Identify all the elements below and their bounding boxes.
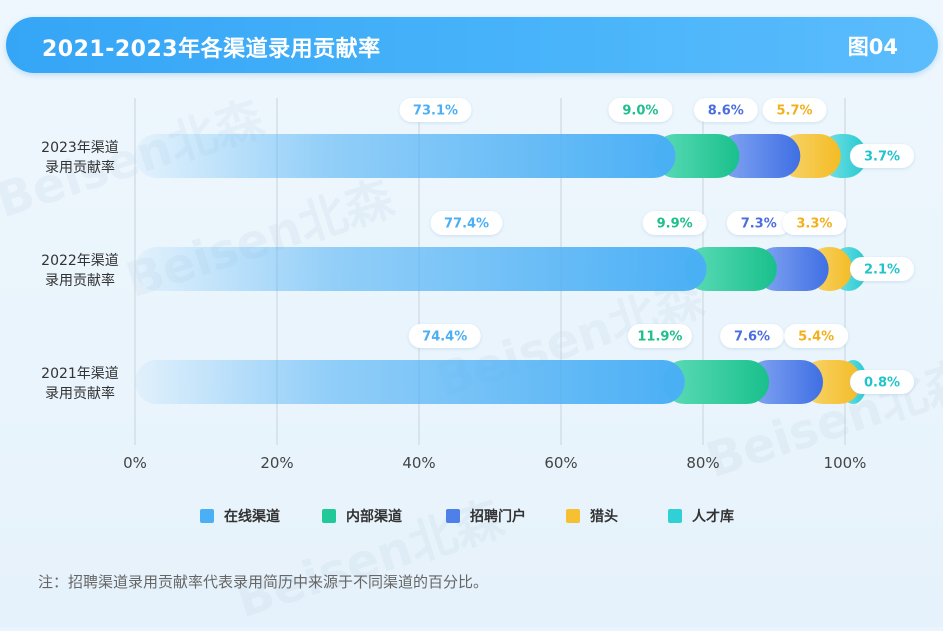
- data-label-pill: [430, 211, 503, 235]
- x-tick-label: 60%: [544, 454, 577, 472]
- legend-label: 人才库: [692, 509, 734, 525]
- chart-legend: 在线渠道 内部渠道 招聘门户 猎头 人才库: [0, 506, 943, 526]
- data-label-pill: [720, 324, 785, 348]
- chart-header: 2021-2023年各渠道录用贡献率 图04: [6, 17, 938, 73]
- bar-1-3: [135, 360, 685, 404]
- bar-2-3: [662, 360, 770, 404]
- chart-note: 注：招聘渠道录用贡献率代表录用简历中来源于不同渠道的百分比。: [38, 573, 489, 591]
- x-tick-label: 40%: [402, 454, 435, 472]
- legend-label: 猎头: [590, 509, 618, 525]
- category-label: 录用贡献率: [45, 272, 115, 289]
- data-label-pill: [762, 98, 827, 122]
- legend-swatch: [566, 509, 580, 523]
- data-label-pill: [850, 257, 914, 281]
- legend-item: 在线渠道: [200, 506, 280, 526]
- data-label-pill: [399, 98, 472, 122]
- x-tick-label: 80%: [686, 454, 719, 472]
- data-label-pill: [784, 324, 849, 348]
- data-label: 5.4%: [798, 330, 834, 345]
- legend-label: 内部渠道: [346, 509, 402, 525]
- legend-swatch: [668, 509, 682, 523]
- data-label: 0.8%: [864, 376, 900, 391]
- category-label: 2022年渠道: [41, 253, 119, 269]
- data-label: 7.3%: [741, 217, 777, 232]
- x-tick-label: 20%: [260, 454, 293, 472]
- category-label: 录用贡献率: [45, 385, 115, 402]
- bar-1-2: [135, 247, 707, 291]
- data-label-pill: [782, 211, 847, 235]
- legend-item: 人才库: [668, 506, 734, 526]
- x-tick-label: 100%: [824, 454, 867, 472]
- data-label-pill: [693, 98, 758, 122]
- chart-title: 2021-2023年各渠道录用贡献率: [42, 37, 381, 62]
- legend-label: 招聘门户: [470, 509, 526, 525]
- legend-label: 在线渠道: [224, 509, 280, 525]
- data-label: 7.6%: [734, 330, 770, 345]
- legend-item: 猎头: [566, 506, 618, 526]
- category-label: 录用贡献率: [45, 159, 115, 176]
- figure-number: 图04: [847, 35, 898, 59]
- data-label-pill: [850, 370, 914, 394]
- data-label-pill: [608, 98, 673, 122]
- bar-2-1: [653, 134, 740, 178]
- legend-item: 招聘门户: [446, 506, 526, 526]
- bar-3-1: [717, 134, 801, 178]
- data-label: 3.7%: [864, 150, 900, 165]
- data-label-pill: [850, 144, 914, 168]
- legend-swatch: [200, 509, 214, 523]
- bar-1-1: [135, 134, 676, 178]
- data-label-pill: [627, 324, 692, 348]
- data-label: 3.3%: [796, 217, 832, 232]
- data-label: 5.7%: [777, 104, 813, 119]
- data-label: 77.4%: [444, 217, 489, 232]
- data-label: 11.9%: [637, 330, 682, 345]
- data-label: 2.1%: [864, 263, 900, 278]
- category-label: 2023年渠道: [41, 140, 119, 156]
- bar-2-2: [684, 247, 777, 291]
- legend-item: 内部渠道: [322, 506, 402, 526]
- legend-swatch: [322, 509, 336, 523]
- legend-swatch: [446, 509, 460, 523]
- data-label-pill: [408, 324, 481, 348]
- data-label-pill: [642, 211, 707, 235]
- data-label: 8.6%: [708, 104, 744, 119]
- category-label: 2021年渠道: [41, 366, 119, 382]
- data-label: 9.0%: [622, 104, 658, 119]
- data-label: 74.4%: [422, 330, 467, 345]
- x-tick-label: 0%: [123, 454, 147, 472]
- data-label-pill: [726, 211, 791, 235]
- data-label: 9.9%: [657, 217, 693, 232]
- data-label: 73.1%: [413, 104, 458, 119]
